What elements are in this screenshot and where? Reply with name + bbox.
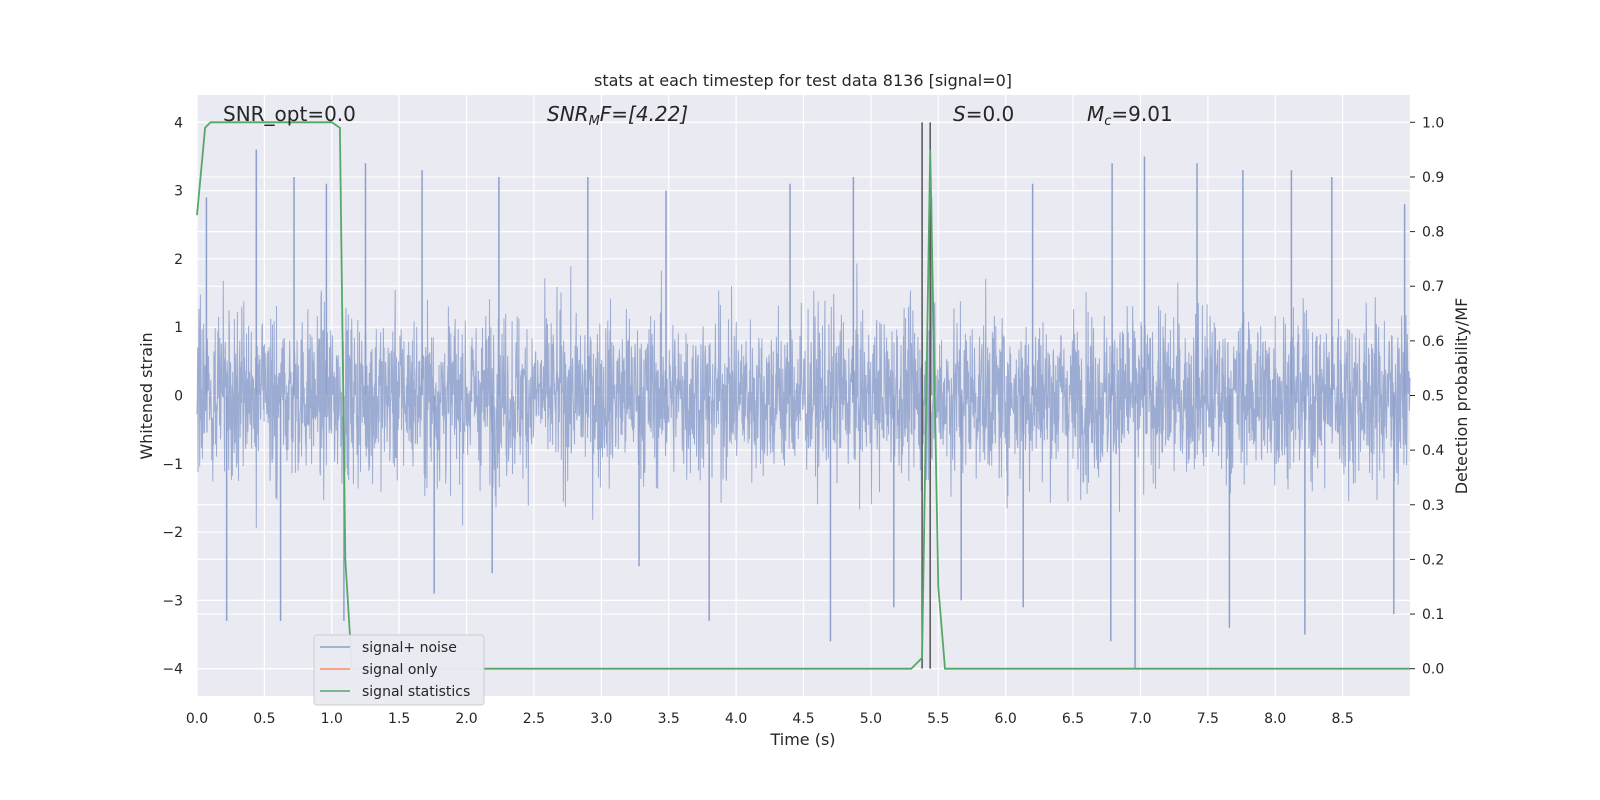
snr-mf-sub: M	[589, 114, 600, 129]
x-tick-label: 4.5	[792, 711, 814, 727]
x-ticks: 0.0 0.5 1.0 1.5 2.0 2.5 3.0 3.5 4.0 4.5 5.0 5.5 6.0 6…	[186, 711, 1354, 727]
snr-mf-main: SNR	[547, 102, 589, 126]
mc-sub: c	[1104, 114, 1111, 129]
legend-label-signal-only: signal only	[362, 662, 437, 678]
y-tick-label-left: 3	[174, 184, 183, 200]
annotation-snr-mf: SNRMF=[4.22]	[547, 102, 688, 129]
y-tick-label-left: 4	[174, 115, 183, 131]
y-axis-left-label: Whitened strain	[137, 332, 156, 459]
y-axis-right-label: Detection probability/MF	[1452, 298, 1471, 495]
y-tick-label-right: 0.3	[1422, 498, 1444, 514]
chart-title: stats at each timestep for test data 813…	[594, 71, 1012, 90]
x-tick-label: 5.5	[927, 711, 949, 727]
x-tick-label: 1.5	[388, 711, 410, 727]
y-tick-label-right: 0.0	[1422, 662, 1444, 678]
y-tick-label-left: −1	[162, 457, 183, 473]
x-tick-label: 1.0	[321, 711, 343, 727]
x-tick-label: 8.0	[1264, 711, 1286, 727]
mc-label: M	[1087, 102, 1104, 126]
mc-value: =9.01	[1111, 102, 1172, 126]
y-ticks-right: 1.0 0.9 0.8 0.7 0.6 0.5 0.4 0.3 0.2 0.1 0.0	[1410, 115, 1444, 678]
y-tick-label-right: 0.5	[1422, 389, 1444, 405]
y-ticks-left: 4 3 2 1 0 −1 −2 −3 −4	[162, 115, 183, 677]
legend: signal+ noise signal only signal statist…	[313, 634, 485, 706]
annotation-snr-opt: SNR_opt=0.0	[223, 102, 356, 126]
y-tick-label-right: 0.9	[1422, 170, 1444, 186]
y-tick-label-right: 0.6	[1422, 334, 1444, 350]
y-tick-label-right: 0.4	[1422, 443, 1444, 459]
x-tick-label: 2.5	[523, 711, 545, 727]
y-tick-label-left: −3	[162, 593, 183, 609]
y-tick-label-left: 1	[174, 320, 183, 336]
x-tick-label: 3.0	[590, 711, 612, 727]
y-tick-label-right: 0.7	[1422, 279, 1444, 295]
x-tick-label: 8.5	[1331, 711, 1353, 727]
x-tick-label: 0.5	[253, 711, 275, 727]
x-tick-label: 0.0	[186, 711, 208, 727]
legend-label-signal-statistics: signal statistics	[362, 684, 470, 700]
statistics-series	[196, 121, 1410, 670]
x-axis-label: Time (s)	[769, 730, 835, 749]
x-tick-label: 6.5	[1062, 711, 1084, 727]
y-tick-label-right: 1.0	[1422, 115, 1444, 131]
vertical-lines	[921, 122, 931, 669]
s-label: S	[953, 102, 966, 126]
y-tick-label-left: 2	[174, 252, 183, 268]
x-tick-label: 6.0	[995, 711, 1017, 727]
y-tick-label-left: −4	[162, 662, 183, 678]
x-tick-label: 2.0	[455, 711, 477, 727]
y-tick-label-left: −2	[162, 525, 183, 541]
x-tick-label: 4.0	[725, 711, 747, 727]
y-tick-label-right: 0.2	[1422, 552, 1444, 568]
noise-line	[196, 263, 1411, 529]
legend-box	[313, 634, 485, 706]
legend-label-signal-noise: signal+ noise	[362, 640, 457, 656]
statistics-line	[196, 121, 1410, 670]
x-tick-label: 7.5	[1197, 711, 1219, 727]
annotation-mc: Mc=9.01	[1087, 102, 1173, 129]
x-tick-label: 5.0	[860, 711, 882, 727]
s-value: =0.0	[966, 102, 1015, 126]
y-tick-label-left: 0	[174, 389, 183, 405]
x-tick-label: 7.0	[1129, 711, 1151, 727]
snr-mf-rest: F=[4.22]	[600, 102, 688, 126]
x-tick-label: 3.5	[658, 711, 680, 727]
y-tick-label-right: 0.1	[1422, 607, 1444, 623]
annotation-s: S=0.0	[953, 102, 1014, 126]
y-tick-label-right: 0.8	[1422, 225, 1444, 241]
noise-series	[196, 149, 1411, 669]
